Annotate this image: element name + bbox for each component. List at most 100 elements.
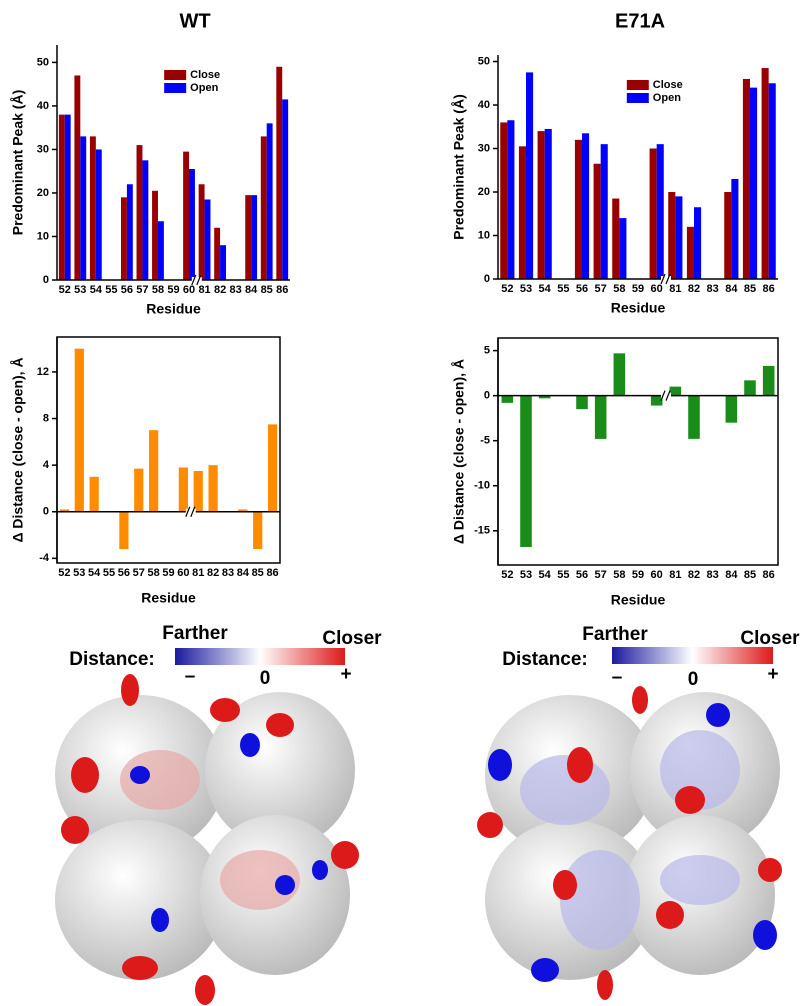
- bar: [520, 396, 532, 547]
- bar: [675, 196, 682, 279]
- x-tick-label: 58: [152, 284, 164, 296]
- x-tick-label: 52: [59, 284, 71, 296]
- x-tick-label: 58: [613, 283, 625, 295]
- y-tick-label: -15: [474, 525, 490, 537]
- y-tick-label: 0: [484, 390, 490, 402]
- color-scale: Farther Closer Distance: – 0 +: [69, 623, 382, 689]
- x-tick-label: 82: [207, 567, 219, 579]
- legend-swatch: [627, 80, 649, 90]
- x-axis-label: Residue: [611, 300, 666, 316]
- scale-minus: –: [185, 666, 196, 687]
- legend-swatch: [164, 83, 186, 93]
- x-tick-label: 55: [557, 283, 569, 295]
- bar: [137, 145, 143, 280]
- x-tick-label: 83: [707, 283, 719, 295]
- chart-title: E71A: [615, 10, 665, 32]
- bar: [149, 430, 158, 512]
- legend-swatch: [164, 70, 186, 80]
- bar: [519, 146, 526, 279]
- x-tick-label: 54: [539, 569, 552, 581]
- x-tick-label: 55: [105, 284, 117, 296]
- bar: [731, 179, 738, 279]
- x-tick-label: 85: [744, 569, 756, 581]
- x-tick-label: 52: [58, 567, 70, 579]
- y-tick-label: 50: [37, 56, 49, 68]
- chart: -404812525354555657585960818283848586Res…: [10, 337, 280, 606]
- bar: [687, 227, 694, 279]
- x-tick-label: 84: [725, 569, 738, 581]
- bar: [80, 136, 86, 280]
- x-tick-label: 86: [763, 569, 775, 581]
- x-tick-label: 81: [192, 567, 204, 579]
- x-tick-label: 58: [148, 567, 160, 579]
- bar: [282, 99, 288, 280]
- x-tick-label: 83: [222, 567, 234, 579]
- x-tick-label: 60: [651, 569, 663, 581]
- y-tick-label: 0: [484, 273, 490, 285]
- scale-low: Farther: [162, 623, 228, 644]
- bar: [253, 512, 262, 549]
- bar: [74, 75, 80, 280]
- bar: [724, 192, 731, 279]
- x-tick-label: 56: [576, 283, 588, 295]
- x-tick-label: 81: [198, 284, 210, 296]
- bar: [158, 221, 164, 280]
- bar: [500, 122, 507, 279]
- bar: [90, 477, 99, 512]
- y-tick-label: 10: [478, 229, 490, 241]
- bar: [744, 380, 756, 395]
- scale-low: Farther: [582, 624, 648, 645]
- y-tick-label: 30: [37, 143, 49, 155]
- bar: [65, 115, 71, 280]
- legend-label: Close: [653, 79, 683, 91]
- x-tick-label: 60: [183, 284, 195, 296]
- x-tick-label: 52: [501, 283, 513, 295]
- x-tick-label: 53: [520, 569, 532, 581]
- x-tick-label: 83: [707, 569, 719, 581]
- x-tick-label: 55: [557, 569, 569, 581]
- bar: [251, 195, 257, 280]
- bar: [538, 131, 545, 279]
- x-tick-label: 57: [133, 567, 145, 579]
- x-tick-label: 84: [725, 283, 738, 295]
- x-tick-label: 52: [501, 569, 513, 581]
- bar: [119, 512, 128, 549]
- bar: [179, 467, 188, 511]
- scale-title: Distance:: [502, 649, 588, 670]
- bar: [614, 353, 626, 395]
- y-tick-label: 50: [478, 55, 490, 67]
- scale-zero: 0: [260, 668, 271, 689]
- y-tick-label: 12: [37, 366, 49, 378]
- scale-bar: [612, 647, 773, 664]
- y-tick-label: -10: [474, 480, 490, 492]
- bar: [261, 136, 267, 280]
- bar: [657, 144, 664, 279]
- bar: [90, 136, 96, 280]
- bar: [183, 152, 189, 280]
- bar: [750, 88, 757, 279]
- bar: [526, 72, 533, 279]
- y-tick-label: -5: [480, 435, 490, 447]
- bar: [199, 184, 205, 280]
- x-tick-label: 57: [136, 284, 148, 296]
- bar: [220, 245, 226, 280]
- bar: [507, 120, 514, 279]
- bar: [267, 123, 273, 280]
- bar: [214, 228, 220, 280]
- y-tick-label: 30: [478, 142, 490, 154]
- scale-minus: –: [612, 667, 623, 688]
- bar: [502, 396, 514, 403]
- y-axis-label: Δ Distance (close - open), Å: [451, 359, 467, 544]
- x-tick-label: 59: [632, 283, 644, 295]
- bar: [601, 144, 608, 279]
- y-tick-label: -4: [39, 552, 50, 564]
- bar: [769, 83, 776, 279]
- x-tick-label: 82: [214, 284, 226, 296]
- protein-surface: [477, 686, 782, 1000]
- scale-plus: +: [340, 664, 351, 685]
- x-tick-label: 59: [632, 569, 644, 581]
- y-axis-label: Predominant Peak (Å): [10, 90, 26, 235]
- x-tick-label: 84: [237, 567, 250, 579]
